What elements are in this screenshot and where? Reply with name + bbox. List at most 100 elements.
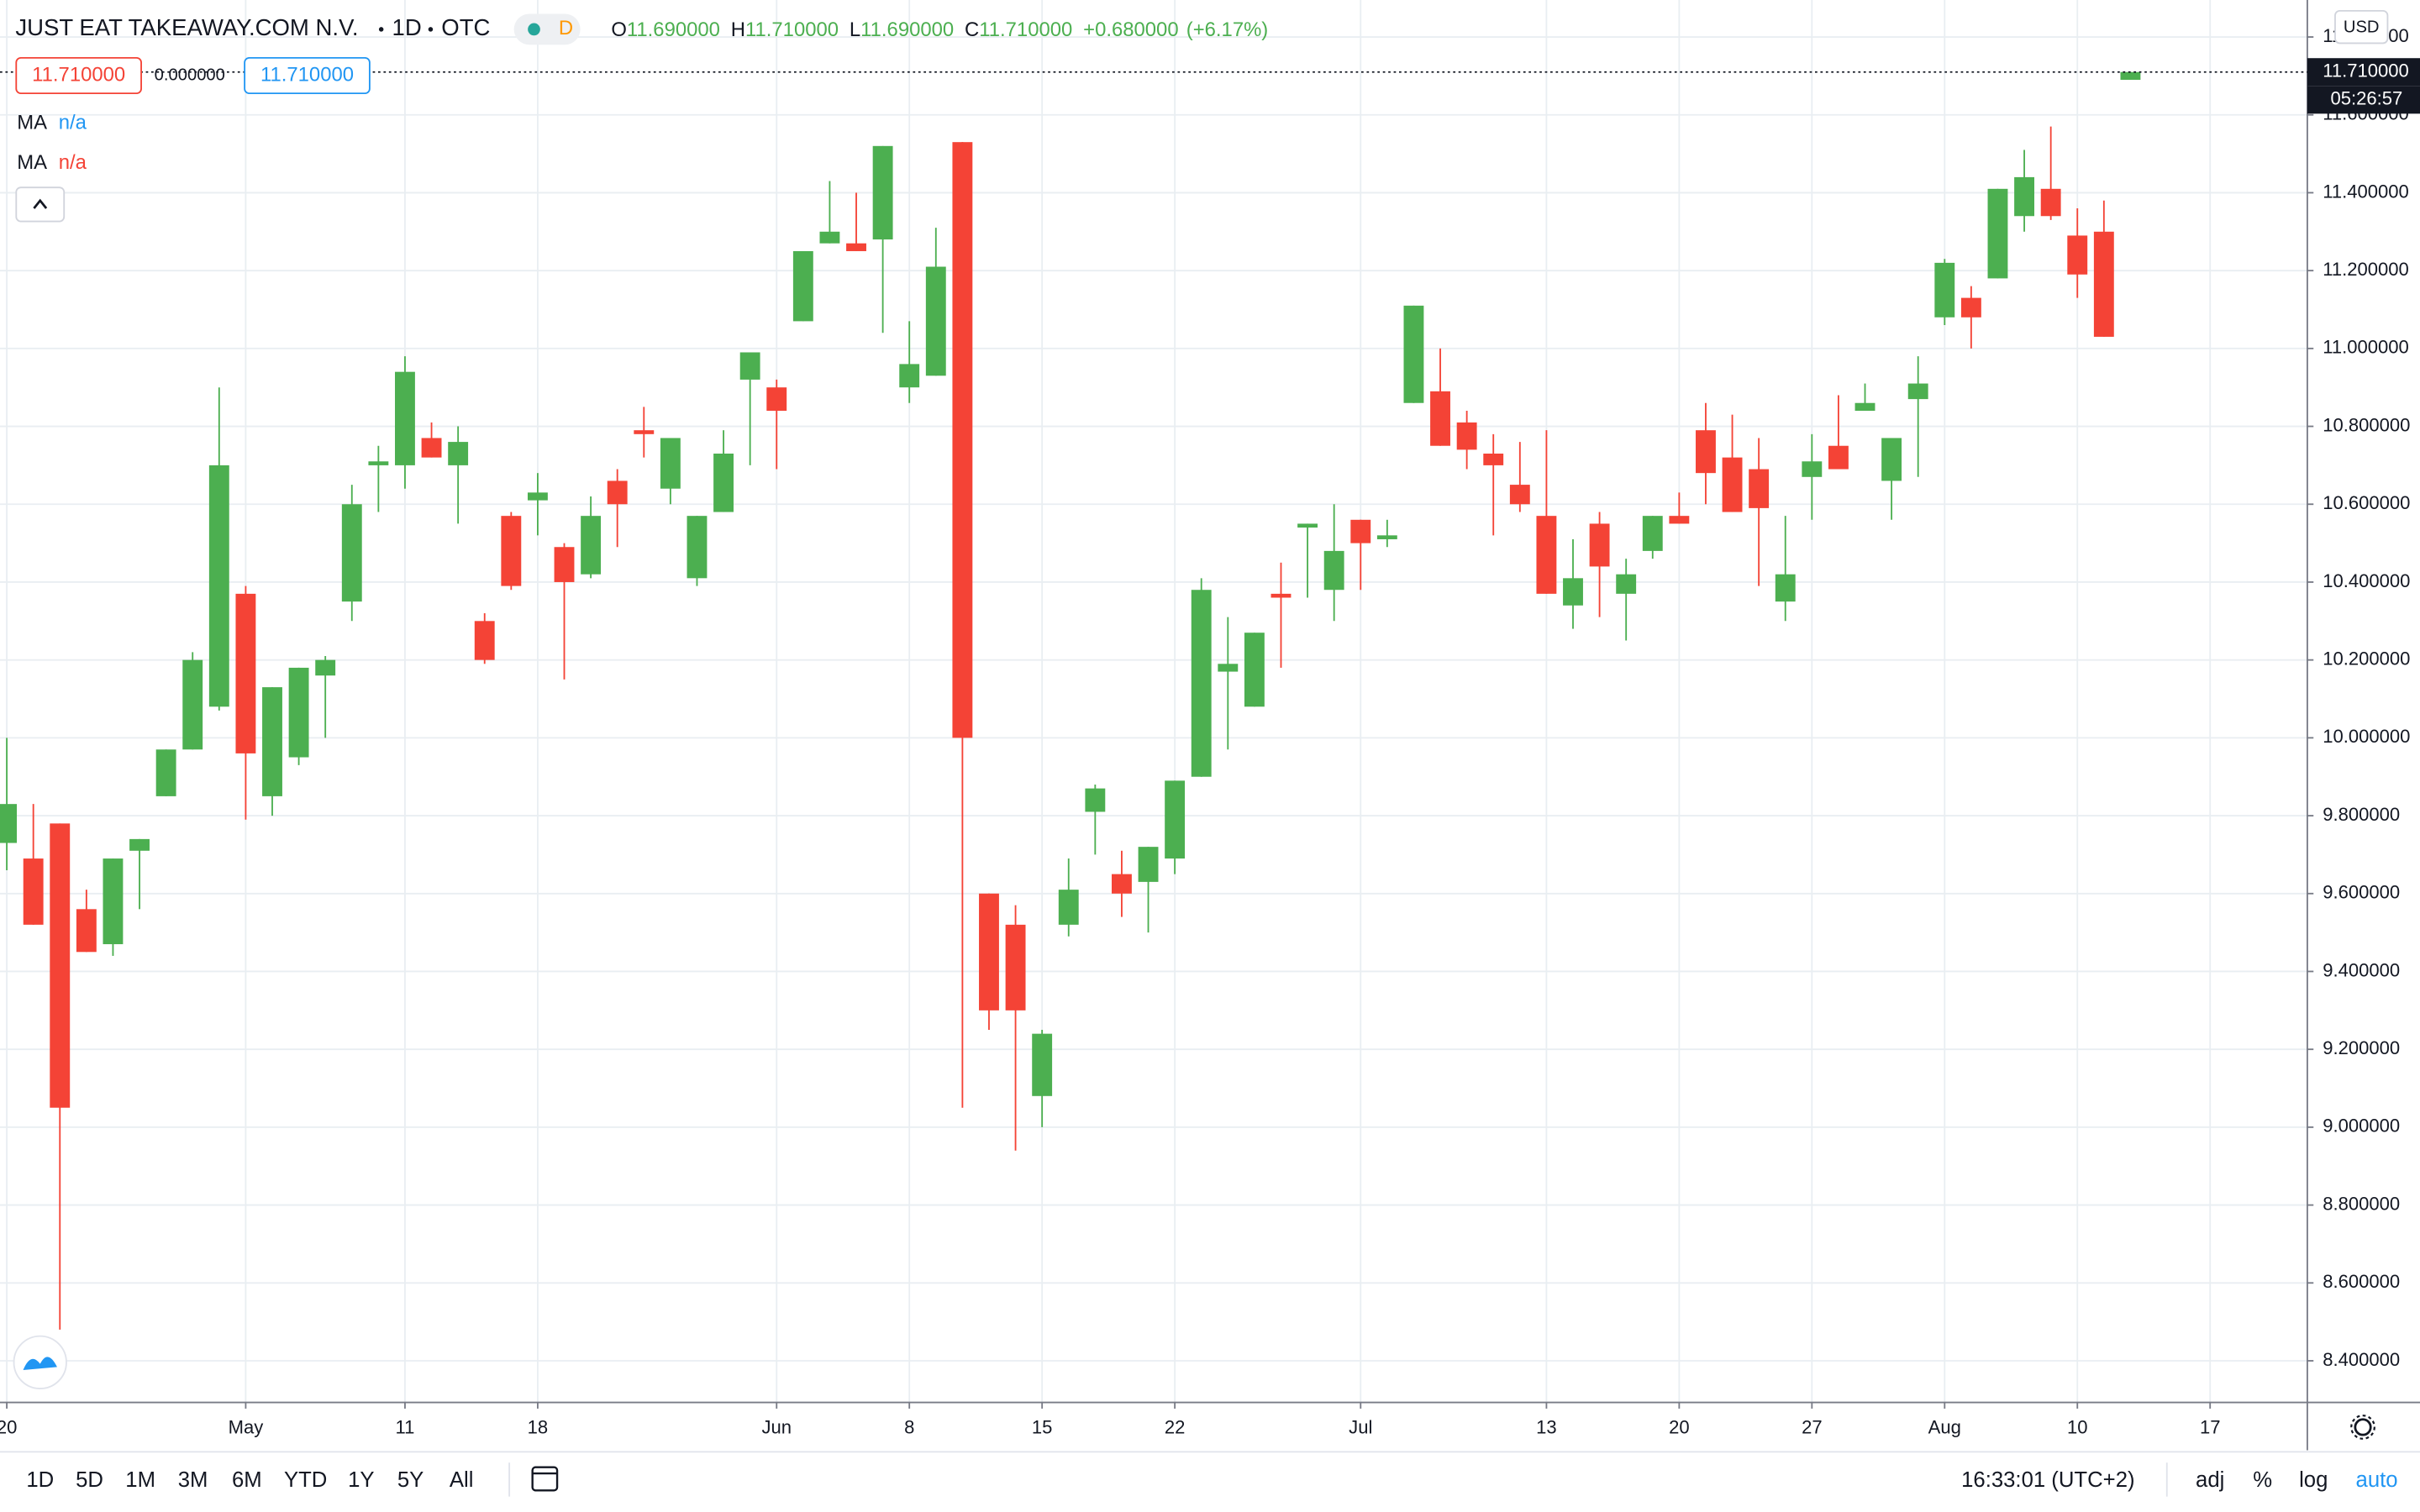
candle-body bbox=[368, 461, 389, 465]
y-tick-label: 11.000000 bbox=[2323, 337, 2409, 358]
candle-body bbox=[1323, 550, 1344, 591]
candle-body bbox=[1722, 457, 1743, 512]
candle-body bbox=[1775, 574, 1796, 602]
range-button[interactable]: 5D bbox=[76, 1468, 103, 1492]
candle-body bbox=[819, 231, 840, 244]
range-button[interactable]: 1M bbox=[125, 1468, 155, 1492]
candle-body bbox=[23, 858, 44, 925]
candle-body bbox=[129, 838, 150, 851]
candle-body bbox=[2040, 188, 2061, 217]
candle-body bbox=[501, 516, 522, 586]
countdown: 05:26:57 bbox=[2330, 88, 2402, 109]
range-button[interactable]: All bbox=[450, 1468, 474, 1492]
candle-body bbox=[395, 371, 415, 465]
ohlc-value: 11.710000 bbox=[745, 18, 839, 41]
candle-body bbox=[1960, 297, 1981, 318]
candle-body bbox=[288, 667, 309, 758]
scale-option[interactable]: auto bbox=[2356, 1468, 2398, 1492]
y-tick-label: 8.600000 bbox=[2323, 1271, 2400, 1292]
range-buttons: 1D 5D 1M 3M 6M YTD 1Y 5Y All bbox=[26, 1468, 473, 1492]
candle-body bbox=[634, 430, 655, 434]
ohlc-value: 11.690000 bbox=[860, 18, 954, 41]
scale-options: adj% log auto bbox=[2196, 1468, 2398, 1492]
chevron-icon bbox=[33, 198, 48, 209]
candle-body bbox=[262, 687, 282, 796]
candles bbox=[0, 71, 2141, 1330]
candle-body bbox=[155, 749, 176, 796]
candle-body bbox=[1005, 924, 1026, 1011]
y-tick-label: 9.200000 bbox=[2323, 1037, 2400, 1058]
candle-body bbox=[235, 593, 256, 753]
candle-body bbox=[448, 442, 469, 465]
y-tick-label: 9.600000 bbox=[2323, 882, 2400, 903]
candle-body bbox=[979, 893, 999, 1011]
symbol: JUST EAT TAKEAWAY.COM N.V. bbox=[15, 14, 358, 40]
x-tick-label: 10 bbox=[2067, 1417, 2088, 1438]
candle-body bbox=[766, 387, 787, 412]
candle-body bbox=[1350, 519, 1371, 543]
candle-body bbox=[1218, 664, 1239, 672]
candle-body bbox=[1987, 188, 2008, 279]
x-tick-label: 15 bbox=[1032, 1417, 1053, 1438]
candle-body bbox=[1881, 438, 1902, 481]
candle-body bbox=[1536, 516, 1557, 594]
y-tick-label: 10.800000 bbox=[2323, 414, 2410, 435]
ohlc-value: 11.690000 bbox=[627, 18, 720, 41]
x-tick-label: 8 bbox=[904, 1417, 914, 1438]
candle-body bbox=[713, 453, 734, 512]
ma-name: MA bbox=[17, 111, 47, 134]
candle-body bbox=[1403, 305, 1424, 403]
interval: 1D bbox=[392, 14, 422, 40]
status-dot bbox=[528, 23, 540, 36]
x-tick-label: May bbox=[229, 1417, 264, 1438]
candle-body bbox=[846, 243, 866, 251]
candle-body bbox=[182, 659, 203, 750]
range-button[interactable]: 3M bbox=[178, 1468, 208, 1492]
y-tick-label: 10.200000 bbox=[2323, 648, 2410, 669]
logo[interactable] bbox=[13, 1335, 67, 1389]
range-button[interactable]: 5Y bbox=[397, 1468, 424, 1492]
candle-body bbox=[0, 804, 18, 843]
clock[interactable]: 16:33:01 (UTC+2) bbox=[1961, 1468, 2134, 1492]
change: +0.680000 bbox=[1083, 18, 1178, 41]
y-tick-label: 9.000000 bbox=[2323, 1116, 2400, 1137]
price-label-box bbox=[2307, 58, 2420, 87]
candle-body bbox=[660, 438, 681, 489]
grid bbox=[0, 0, 2307, 1403]
scale-option[interactable]: adj bbox=[2196, 1468, 2224, 1492]
scale-option[interactable]: log bbox=[2299, 1468, 2328, 1492]
separator bbox=[378, 27, 384, 32]
settings-icon[interactable] bbox=[2354, 1418, 2372, 1436]
candle-body bbox=[2093, 231, 2114, 337]
x-tick-label: 17 bbox=[2200, 1417, 2221, 1438]
candle-body bbox=[1270, 593, 1292, 598]
scale-option[interactable]: % bbox=[2253, 1468, 2272, 1492]
candle-body bbox=[899, 364, 920, 388]
candle-body bbox=[1376, 535, 1397, 539]
candle-body bbox=[1616, 574, 1637, 594]
candle-body bbox=[208, 465, 229, 707]
status-badge[interactable] bbox=[513, 13, 581, 45]
range-button[interactable]: 6M bbox=[232, 1468, 262, 1492]
range-button[interactable]: 1Y bbox=[348, 1468, 374, 1492]
currency-box[interactable] bbox=[2334, 9, 2389, 45]
candle-body bbox=[50, 823, 71, 1108]
y-tick-label: 9.800000 bbox=[2323, 804, 2400, 825]
candle-body bbox=[1191, 590, 1212, 777]
collapse-button[interactable] bbox=[15, 186, 66, 223]
value-c: 11.710000 bbox=[260, 63, 354, 86]
logo-mark bbox=[23, 1357, 57, 1371]
candle-body bbox=[1642, 516, 1663, 551]
y-tick-label: 8.800000 bbox=[2323, 1193, 2400, 1214]
y-tick-label: 11.400000 bbox=[2323, 181, 2409, 202]
x-tick-label: Aug bbox=[1928, 1417, 1961, 1438]
exchange: OTC bbox=[441, 14, 490, 40]
date-range-icon[interactable] bbox=[531, 1466, 559, 1492]
candle-body bbox=[421, 438, 442, 458]
range-button[interactable]: YTD bbox=[284, 1468, 327, 1492]
candle-body bbox=[1934, 262, 1955, 318]
candle-body bbox=[474, 621, 495, 660]
range-button[interactable]: 1D bbox=[26, 1468, 54, 1492]
y-tick-label: 10.400000 bbox=[2323, 570, 2410, 591]
